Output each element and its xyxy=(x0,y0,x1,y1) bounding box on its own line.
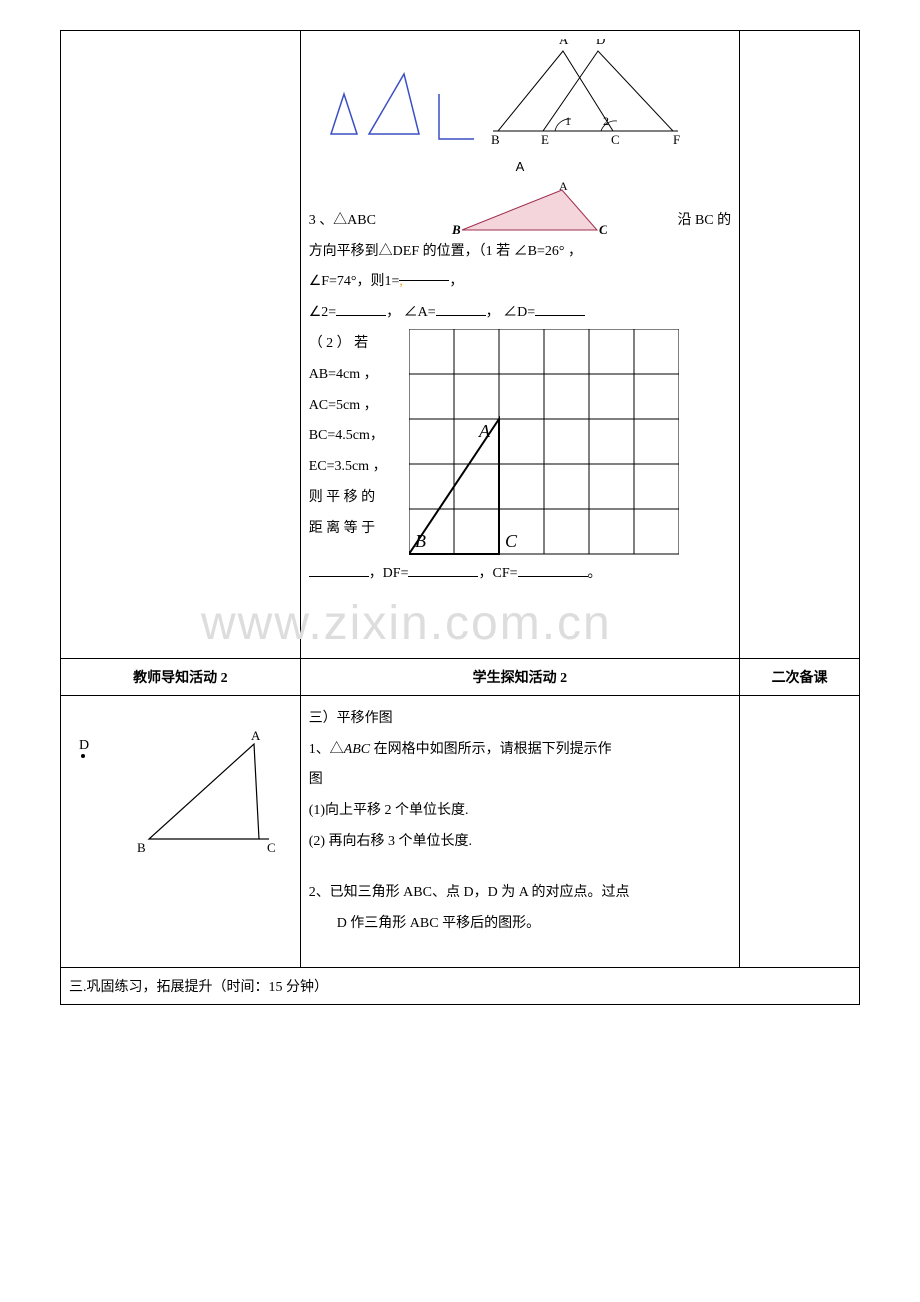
student-header-2: 学生探知活动 2 xyxy=(300,658,739,695)
teacher-header-2: 教师导知活动 2 xyxy=(61,658,301,695)
pink-C: C xyxy=(599,222,607,237)
blank-3 xyxy=(436,302,486,316)
notes-cell-1 xyxy=(740,31,860,659)
notes-header-2: 二次备课 xyxy=(740,658,860,695)
main-table: www.zixin.com.cn A D xyxy=(60,30,860,1005)
q3-part2-text: （ 2 ） 若 AB=4cm ， AC=5cm ， BC=4.5cm， EC=3… xyxy=(309,329,399,559)
q3-p2: （ 2 ） 若 xyxy=(309,329,399,360)
blank-1: , xyxy=(399,267,449,281)
section-3: 三.巩固练习，拓展提升（时间：15 分钟） xyxy=(61,968,860,1005)
point-D-label: D xyxy=(79,738,89,753)
q3-l3a: ∠F=74°，则1= xyxy=(309,274,400,289)
triangle-d-figure: D A B C xyxy=(69,704,279,864)
overlap-triangles-figure: A D B E C F 1 2 xyxy=(483,39,683,149)
bottom-row: 三.巩固练习，拓展提升（时间：15 分钟） xyxy=(61,968,860,1005)
blue-triangles-figure xyxy=(309,39,479,149)
s-q1-abc: ABC xyxy=(344,742,374,757)
grid-C: C xyxy=(505,531,518,551)
q3-suffix: 沿 BC 的 xyxy=(677,206,731,237)
header-row-2: 教师导知活动 2 学生探知活动 2 二次备课 xyxy=(61,658,860,695)
teacher-cell-1: www.zixin.com.cn xyxy=(61,31,301,659)
student-cell-2: 三）平移作图 1、△ABC 在网格中如图所示，请根据下列提示作 图 (1)向上平… xyxy=(300,695,739,968)
blank-dist xyxy=(309,563,369,577)
s-q1-b: (2) 再向右移 3 个单位长度. xyxy=(309,827,731,858)
q3-ec: EC=3.5cm ， xyxy=(309,452,399,483)
label-1: 1 xyxy=(565,114,571,128)
s-q1-intro2: 图 xyxy=(309,765,731,796)
s-q1-intro-pre: 1、△ xyxy=(309,742,344,757)
tri-A: A xyxy=(251,728,261,743)
q3-ab: AB=4cm ， xyxy=(309,360,399,391)
tri-B: B xyxy=(137,840,146,855)
pink-triangle-figure: A B C xyxy=(447,182,607,237)
grid-B: B xyxy=(415,531,426,551)
teacher-cell-2: D A B C xyxy=(61,695,301,968)
s-q2-a: 2、已知三角形 ABC、点 D，D 为 A 的对应点。过点 xyxy=(309,878,731,909)
q3-dist: 距 离 等 于 xyxy=(309,514,399,545)
notes-cell-2 xyxy=(740,695,860,968)
q3-cf: ，CF= xyxy=(478,566,517,581)
blank-4 xyxy=(535,302,585,316)
s-q1-intro-post: 在网格中如图所示，请根据下列提示作 xyxy=(374,742,612,757)
q3-l4c: ， ∠D= xyxy=(486,305,536,320)
page-container: www.zixin.com.cn A D xyxy=(0,0,920,1035)
q3-prefix: 3 、△ABC xyxy=(309,206,376,237)
blank-cf xyxy=(518,563,588,577)
label-B: B xyxy=(491,132,500,147)
content-row-1: www.zixin.com.cn A D xyxy=(61,31,860,659)
student-cell-1: A D B E C F 1 2 A 3 、△ABC A xyxy=(300,31,739,659)
tri-C: C xyxy=(267,840,276,855)
grid-A: A xyxy=(478,421,491,441)
pink-A: A xyxy=(559,182,568,193)
label-F: F xyxy=(673,132,680,147)
blank-2 xyxy=(336,302,386,316)
label-2: 2 xyxy=(603,114,609,128)
q3-df: ，DF= xyxy=(369,566,409,581)
label-E: E xyxy=(541,132,549,147)
grid-figure: A B C xyxy=(409,329,679,559)
blank-df xyxy=(408,563,478,577)
q3-l4a: ∠2= xyxy=(309,305,336,320)
q3-l4b: ， ∠A= xyxy=(386,305,436,320)
s-q1-a: (1)向上平移 2 个单位长度. xyxy=(309,796,731,827)
q3-ac: AC=5cm ， xyxy=(309,391,399,422)
q3-block: 3 、△ABC A B C 沿 BC 的 方向平移到△DEF 的位置，（1 若 … xyxy=(309,182,731,590)
pink-B: B xyxy=(451,222,461,237)
q3-then: 则 平 移 的 xyxy=(309,483,399,514)
q3-l3b: ， xyxy=(449,274,463,289)
q3-line2: 方向平移到△DEF 的位置，（1 若 ∠B=26° ， xyxy=(309,237,731,268)
label-D: D xyxy=(596,39,605,47)
label-A: A xyxy=(559,39,569,47)
s-title: 三）平移作图 xyxy=(309,704,731,735)
label-C: C xyxy=(611,132,620,147)
s-q2-b: D 作三角形 ABC 平移后的图形。 xyxy=(309,909,731,940)
q3-bc: BC=4.5cm， xyxy=(309,421,399,452)
q3-end: 。 xyxy=(588,566,602,581)
content-row-2: D A B C 三）平移作图 1、△ABC 在网格中如图所示，请根据下列提示作 … xyxy=(61,695,860,968)
small-label-A: A xyxy=(309,153,731,182)
